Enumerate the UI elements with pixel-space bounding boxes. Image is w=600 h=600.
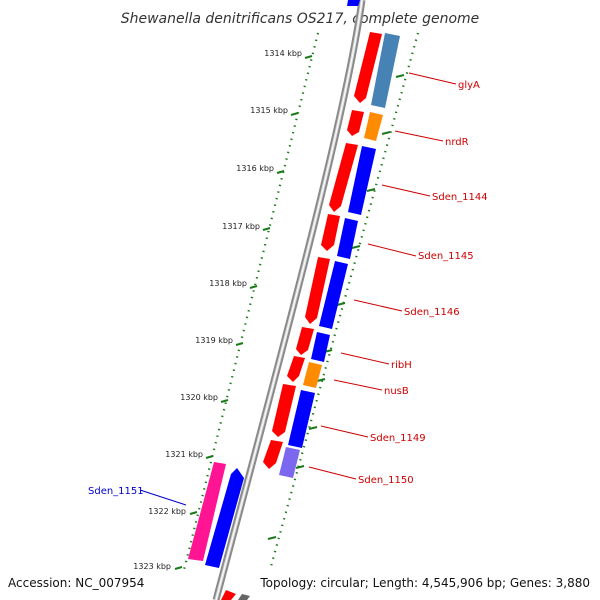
gene-label-sden-1144: Sden_1144 bbox=[432, 192, 488, 203]
leader-line bbox=[408, 72, 457, 85]
gene-block bbox=[347, 110, 364, 136]
gene-block-top-clipped bbox=[347, 0, 360, 6]
accession-text: Accession: NC_007954 bbox=[8, 576, 144, 590]
gene-block-bottom-clipped-red bbox=[221, 590, 236, 600]
tick-label-1322: 1322 kbp bbox=[148, 507, 186, 516]
tick-mark bbox=[189, 511, 198, 515]
gene-labels: glyA nrdR Sden_1144 Sden_1145 Sden_1146 … bbox=[88, 80, 488, 497]
leader-line bbox=[394, 130, 444, 142]
leader-line bbox=[381, 184, 431, 197]
gene-block bbox=[329, 143, 358, 212]
gene-label-sden-1145: Sden_1145 bbox=[418, 251, 474, 262]
tick-mark bbox=[205, 455, 214, 459]
label-leaders bbox=[139, 72, 457, 506]
leader-line bbox=[367, 243, 417, 257]
tick-label-1323: 1323 kbp bbox=[133, 562, 171, 571]
gene-block bbox=[287, 356, 305, 382]
gene-block bbox=[303, 362, 322, 388]
inner-tick bbox=[336, 302, 346, 306]
gene-label-nrdR: nrdR bbox=[445, 137, 469, 148]
gene-block-highlight bbox=[188, 462, 226, 561]
tick-group: 1314 kbp 1315 kbp 1316 kbp 1317 kbp 1318… bbox=[133, 49, 313, 571]
gene-block-bottom-clipped-gray bbox=[238, 594, 250, 600]
gene-block bbox=[354, 32, 382, 103]
tick-label-1319: 1319 kbp bbox=[195, 336, 233, 345]
tick-label-1317: 1317 kbp bbox=[222, 222, 260, 231]
tick-mark bbox=[220, 399, 229, 403]
gene-label-glyA: glyA bbox=[458, 80, 480, 91]
leader-line bbox=[139, 489, 187, 506]
tick-mark bbox=[262, 227, 271, 231]
gene-label-sden-1150: Sden_1150 bbox=[358, 475, 414, 486]
gene-block bbox=[311, 332, 330, 362]
gene-label-sden-1149: Sden_1149 bbox=[370, 433, 426, 444]
gene-label-sden-1151: Sden_1151 bbox=[88, 486, 144, 497]
outer-gene-track bbox=[188, 32, 382, 561]
genome-title: Shewanella denitrificans OS217, complete… bbox=[121, 11, 480, 27]
gene-block bbox=[319, 261, 348, 329]
gene-block bbox=[348, 146, 376, 215]
inner-tick bbox=[351, 245, 361, 249]
tick-mark bbox=[174, 566, 183, 570]
tick-label-1316: 1316 kbp bbox=[236, 164, 274, 173]
tick-label-1321: 1321 kbp bbox=[165, 450, 203, 459]
leader-line bbox=[320, 425, 369, 438]
gene-block bbox=[321, 214, 340, 251]
genome-summary-text: Topology: circular; Length: 4,545,906 bp… bbox=[259, 576, 590, 590]
leader-line bbox=[333, 379, 383, 391]
inner-gene-track bbox=[205, 33, 400, 568]
gene-label-ribH: ribH bbox=[391, 360, 412, 371]
leader-line bbox=[308, 466, 357, 480]
inner-tick bbox=[366, 188, 376, 192]
tick-label-1318: 1318 kbp bbox=[209, 279, 247, 288]
gene-block bbox=[205, 468, 244, 568]
gene-block bbox=[337, 218, 358, 259]
gene-label-sden-1146: Sden_1146 bbox=[404, 307, 460, 318]
genome-backbone bbox=[212, 0, 366, 600]
gene-block bbox=[296, 327, 314, 355]
tick-mark bbox=[290, 112, 299, 116]
tick-label-1315: 1315 kbp bbox=[250, 106, 288, 115]
inner-tick bbox=[308, 426, 318, 430]
inner-tick bbox=[395, 74, 405, 78]
gene-label-nusB: nusB bbox=[384, 386, 409, 397]
gene-block bbox=[288, 390, 315, 448]
gene-block bbox=[272, 384, 296, 437]
tick-label-1314: 1314 kbp bbox=[264, 49, 302, 58]
gene-block bbox=[364, 112, 383, 141]
tick-mark bbox=[249, 285, 258, 289]
tick-mark bbox=[235, 342, 244, 346]
gene-block bbox=[371, 33, 400, 108]
inner-tick bbox=[316, 378, 326, 382]
tick-mark bbox=[276, 170, 285, 174]
gene-block bbox=[263, 440, 283, 469]
gene-block bbox=[279, 447, 300, 478]
leader-line bbox=[353, 299, 403, 312]
tick-label-1320: 1320 kbp bbox=[180, 393, 218, 402]
tick-mark bbox=[304, 55, 313, 59]
inner-tick bbox=[295, 465, 305, 469]
gene-block bbox=[305, 257, 330, 324]
leader-line bbox=[340, 352, 390, 365]
inner-tick bbox=[381, 131, 391, 135]
inner-tick bbox=[267, 536, 277, 540]
